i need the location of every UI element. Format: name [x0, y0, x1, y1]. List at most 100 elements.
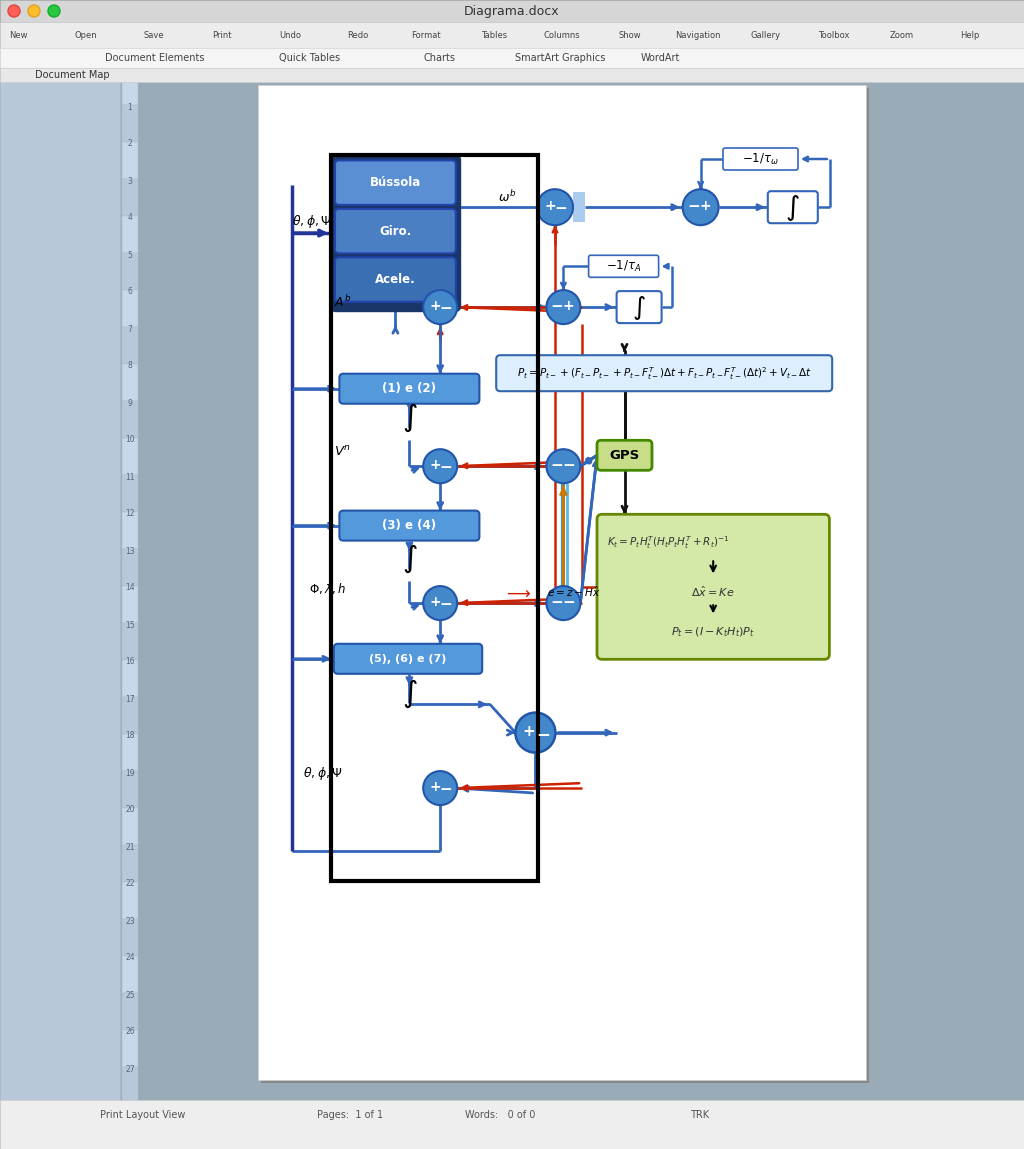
Bar	[122, 734, 138, 771]
Bar	[122, 549, 138, 586]
Text: 23: 23	[125, 917, 135, 925]
Bar	[0, 1100, 1024, 1149]
Text: Pages:  1 of 1: Pages: 1 of 1	[317, 1110, 383, 1120]
Bar	[122, 660, 138, 697]
Bar	[122, 105, 138, 142]
Text: TRK: TRK	[690, 1110, 710, 1120]
Text: −: −	[550, 299, 563, 314]
FancyBboxPatch shape	[616, 291, 662, 323]
Text: −: −	[440, 460, 453, 475]
Text: 7: 7	[128, 324, 132, 333]
Text: +: +	[544, 199, 556, 214]
Circle shape	[683, 190, 719, 225]
Text: $\Delta\hat{x} = Ke$: $\Delta\hat{x} = Ke$	[691, 585, 735, 600]
Text: $\theta, \phi, \Psi$: $\theta, \phi, \Psi$	[303, 765, 343, 781]
Text: Gallery: Gallery	[751, 31, 781, 39]
FancyBboxPatch shape	[339, 373, 479, 403]
Bar	[0, 68, 1024, 82]
Text: $\longrightarrow$: $\longrightarrow$	[503, 584, 531, 601]
Bar	[122, 142, 138, 179]
Bar	[122, 179, 138, 216]
FancyBboxPatch shape	[597, 515, 829, 660]
Text: 19: 19	[125, 769, 135, 778]
Text: +: +	[429, 780, 441, 794]
Text: −: −	[550, 594, 563, 610]
FancyBboxPatch shape	[597, 440, 652, 470]
Bar	[122, 882, 138, 919]
Bar	[122, 1067, 138, 1104]
Text: 18: 18	[125, 732, 135, 740]
Text: (1) e (2): (1) e (2)	[382, 383, 436, 395]
Text: $e = z - H\hat{x}$: $e = z - H\hat{x}$	[547, 585, 600, 600]
Bar	[573, 192, 585, 222]
Text: 15: 15	[125, 620, 135, 630]
Circle shape	[423, 290, 457, 324]
Text: Undo: Undo	[279, 31, 301, 39]
Text: Diagrama.docx: Diagrama.docx	[464, 5, 560, 17]
Text: Document Map: Document Map	[35, 70, 110, 80]
Bar	[122, 327, 138, 364]
Text: $\int$: $\int$	[785, 193, 800, 223]
FancyBboxPatch shape	[589, 255, 658, 277]
Text: 10: 10	[125, 435, 135, 445]
Text: Print Layout View: Print Layout View	[100, 1110, 185, 1120]
Text: Acele.: Acele.	[375, 273, 416, 286]
Bar	[0, 68, 120, 1148]
Text: 22: 22	[125, 879, 135, 888]
Text: Quick Tables: Quick Tables	[280, 53, 341, 63]
Text: −: −	[687, 199, 700, 214]
Text: Format: Format	[412, 31, 440, 39]
Bar	[258, 85, 866, 1080]
Circle shape	[423, 586, 457, 620]
Text: $\int$: $\int$	[632, 294, 646, 322]
Text: 21: 21	[125, 842, 135, 851]
Text: Navigation: Navigation	[675, 31, 721, 39]
Text: 9: 9	[128, 399, 132, 408]
Bar	[122, 401, 138, 438]
Text: Help: Help	[961, 31, 980, 39]
Text: Zoom: Zoom	[890, 31, 914, 39]
Bar	[261, 88, 869, 1084]
Text: $V^n$: $V^n$	[334, 445, 351, 458]
Bar	[122, 586, 138, 623]
Text: −: −	[550, 457, 563, 472]
Text: Redo: Redo	[347, 31, 369, 39]
Text: 2: 2	[128, 139, 132, 148]
Text: WordArt: WordArt	[640, 53, 680, 63]
Text: −: −	[555, 201, 567, 216]
Bar	[0, 22, 1024, 48]
Text: −: −	[537, 725, 550, 742]
Text: SmartArt Graphics: SmartArt Graphics	[515, 53, 605, 63]
FancyBboxPatch shape	[334, 643, 482, 673]
Text: 20: 20	[125, 805, 135, 815]
Circle shape	[48, 5, 60, 17]
Text: $\int$: $\int$	[401, 402, 417, 434]
Bar	[122, 845, 138, 882]
Text: +: +	[522, 724, 535, 739]
Text: $K_t = P_tH_t^T(H_tP_tH_t^T + R_t)^{-1}$: $K_t = P_tH_t^T(H_tP_tH_t^T + R_t)^{-1}$	[607, 534, 729, 550]
Text: +: +	[699, 199, 712, 214]
Text: 6: 6	[128, 287, 132, 296]
Text: $\int$: $\int$	[401, 677, 417, 710]
Text: 3: 3	[128, 177, 132, 185]
Text: $P_t = P_{t-} + (F_{t-}P_{t-} + P_{t-}F_{t-}^T)\Delta t + F_{t-}P_{t-}F_{t-}^T(\: $P_t = P_{t-} + (F_{t-}P_{t-} + P_{t-}F_…	[517, 364, 812, 381]
Text: −: −	[562, 594, 574, 610]
Text: 24: 24	[125, 954, 135, 963]
Text: 17: 17	[125, 694, 135, 703]
Circle shape	[547, 586, 581, 620]
Bar	[122, 475, 138, 512]
Text: Tables: Tables	[481, 31, 507, 39]
Text: Show: Show	[618, 31, 641, 39]
Text: $-1/\tau_A$: $-1/\tau_A$	[606, 259, 641, 273]
Bar	[331, 155, 539, 880]
FancyBboxPatch shape	[335, 257, 456, 302]
Circle shape	[515, 712, 555, 753]
Text: −: −	[562, 457, 574, 472]
Circle shape	[423, 771, 457, 805]
Bar	[122, 919, 138, 956]
Text: 1: 1	[128, 102, 132, 111]
Text: $A^b$: $A^b$	[334, 294, 351, 310]
Bar	[122, 623, 138, 660]
Text: $\theta, \phi, \Psi$: $\theta, \phi, \Psi$	[292, 214, 332, 231]
Text: 4: 4	[128, 214, 132, 223]
